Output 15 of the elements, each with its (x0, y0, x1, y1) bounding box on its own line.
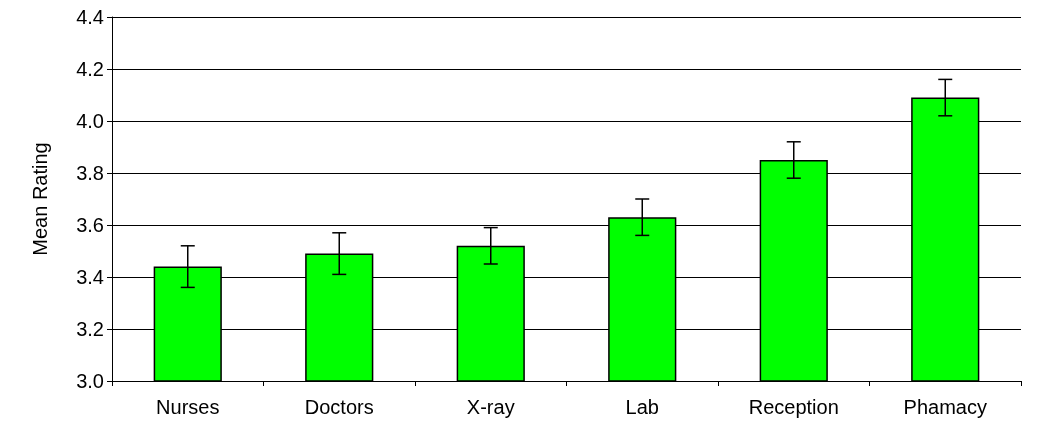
x-tick-label: Lab (625, 396, 659, 418)
y-tick-label: 4.2 (76, 58, 104, 80)
y-tick-label: 4.4 (76, 6, 104, 28)
y-tick-label: 3.6 (76, 214, 104, 236)
y-tick-label: 3.8 (76, 162, 104, 184)
y-tick-label: 3.2 (76, 318, 104, 340)
x-tick-label: Phamacy (903, 396, 987, 418)
y-tick-label: 3.0 (76, 370, 104, 392)
y-tick-label: 4.0 (76, 110, 104, 132)
x-tick-label: Nurses (156, 396, 220, 418)
y-axis-title: Mean Rating (29, 142, 51, 256)
x-tick-label: X-ray (466, 396, 515, 418)
x-tick-label: Reception (748, 396, 839, 418)
x-tick-label: Doctors (304, 396, 374, 418)
y-tick-label: 3.4 (76, 266, 104, 288)
